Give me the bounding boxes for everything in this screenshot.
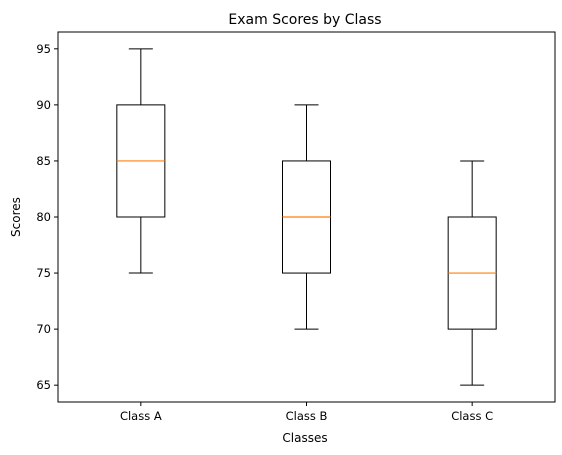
y-tick-label: 95 [36, 42, 51, 56]
x-tick-label: Class C [451, 409, 493, 423]
x-axis-label: Classes [282, 431, 327, 445]
x-tick-label: Class B [286, 409, 328, 423]
y-tick-label: 70 [36, 322, 51, 336]
y-tick-label: 75 [36, 266, 51, 280]
y-tick-label: 80 [36, 210, 51, 224]
y-tick-label: 65 [36, 378, 51, 392]
y-axis-label: Scores [9, 197, 23, 237]
plot-area: 65 70 75 80 85 90 95 Class A Class B Class C [36, 31, 556, 423]
x-tick-label: Class A [120, 409, 162, 423]
y-tick-label: 90 [36, 98, 51, 112]
chart-title: Exam Scores by Class [228, 12, 381, 28]
y-tick-label: 85 [36, 154, 51, 168]
